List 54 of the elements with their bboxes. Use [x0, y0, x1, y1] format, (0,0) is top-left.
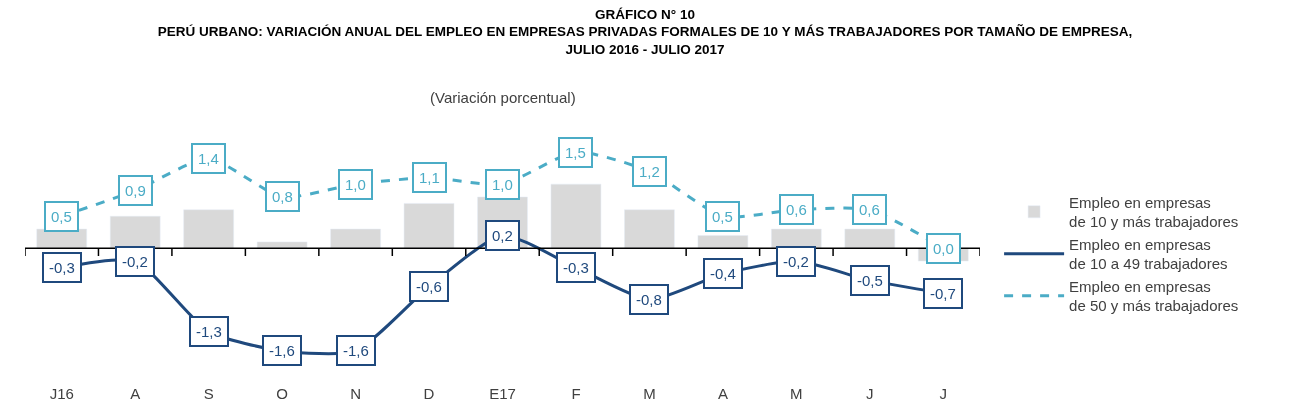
data-label: 0,5 — [51, 208, 72, 225]
x-tick-label: J — [866, 385, 874, 402]
chart-title: GRÁFICO N° 10 PERÚ URBANO: VARIACIÓN ANUAL DEL EMPLEO EN EMPRESAS PRIVADAS FORMALES DE 10 Y MÁS TRABAJADORES POR TAMAÑO DE EMPRESA, JULIO 2016 - JULIO 2017 — [157, 6, 1133, 57]
x-tick-label: M — [790, 385, 803, 402]
data-label: 1,0 — [492, 176, 513, 193]
data-label: -0,4 — [710, 265, 736, 282]
data-label: 1,2 — [639, 163, 660, 180]
legend-label: Empleo en empresas de 10 a 49 trabajadores — [1069, 235, 1228, 273]
x-tick-label: J — [939, 385, 948, 402]
data-label: -0,7 — [930, 285, 956, 302]
data-label: 0,2 — [492, 227, 513, 244]
data-label: 0,9 — [125, 182, 146, 199]
data-label: -0,2 — [783, 253, 809, 270]
x-tick-label: D — [423, 385, 435, 402]
x-tick-label: S — [203, 385, 214, 402]
data-label: 0,0 — [933, 240, 954, 257]
x-tick-label: F — [571, 385, 581, 402]
data-label: 0,6 — [786, 201, 807, 218]
data-label: 1,5 — [565, 144, 586, 161]
data-label: -1,6 — [269, 342, 295, 359]
bar — [256, 241, 308, 249]
x-tick-label: M — [643, 385, 656, 402]
bar — [330, 228, 381, 249]
x-tick-label: A — [130, 385, 141, 402]
bar — [109, 215, 161, 249]
data-label: 1,1 — [419, 169, 440, 186]
legend-label: Empleo en empresas de 50 y más trabajadores — [1069, 277, 1239, 315]
data-label: 0,8 — [272, 188, 293, 205]
data-label: -0,3 — [49, 259, 75, 276]
bar — [550, 183, 602, 249]
bar — [844, 228, 896, 249]
data-label: -1,6 — [343, 342, 369, 359]
data-label: 1,0 — [345, 176, 366, 193]
x-tick-label: O — [276, 385, 288, 402]
data-label: -0,2 — [122, 253, 148, 270]
chart-subtitle: (Variación porcentual) — [430, 89, 576, 106]
x-tick-label: N — [350, 385, 361, 402]
data-label: -0,6 — [416, 278, 442, 295]
data-label: 0,5 — [712, 208, 733, 225]
legend-label: Empleo en empresas de 10 y más trabajadores — [1069, 193, 1239, 231]
data-label: -1,3 — [196, 323, 222, 340]
data-label: 1,4 — [198, 150, 219, 167]
bar — [771, 228, 822, 249]
x-tick-label: E17 — [489, 385, 516, 402]
data-label: -0,8 — [636, 291, 662, 308]
bar — [624, 209, 675, 249]
x-tick-label: J16 — [49, 385, 74, 402]
bar — [183, 209, 234, 249]
x-tick-label: A — [717, 385, 728, 402]
data-label: 0,6 — [859, 201, 880, 218]
data-label: -0,5 — [857, 272, 883, 289]
bar — [403, 203, 455, 249]
data-label: -0,3 — [563, 259, 589, 276]
bar — [697, 235, 749, 249]
